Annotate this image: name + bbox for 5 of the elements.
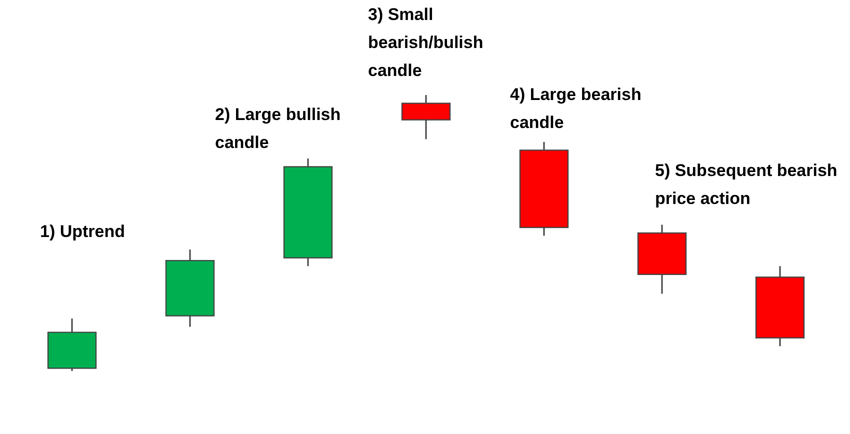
- annotation: 2) Large bullish candle: [215, 105, 341, 152]
- annotation: 4) Large bearish candle: [510, 85, 642, 132]
- annotation: 1) Uptrend: [40, 222, 125, 241]
- text: 3) Small bearish/bulish candle: [368, 5, 484, 80]
- annotation: 5) Subsequent bearish price action: [655, 161, 838, 208]
